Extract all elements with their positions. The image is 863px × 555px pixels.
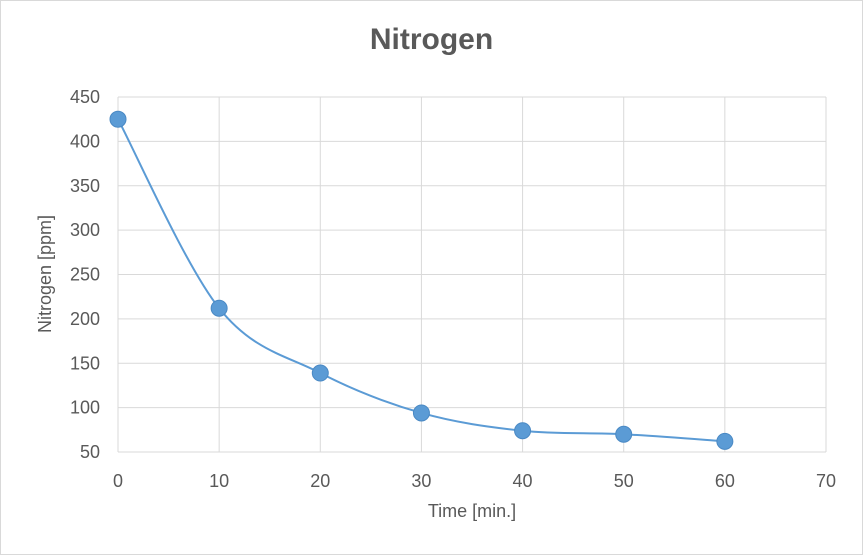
data-point [311, 364, 329, 382]
chart-title: Nitrogen [369, 23, 494, 56]
x-tick-label: 70 [816, 471, 836, 491]
data-points [109, 110, 734, 450]
y-tick-label: 450 [70, 87, 100, 107]
y-axis-title: Nitrogen [ppm] [35, 214, 55, 334]
x-tick-label: 0 [113, 471, 123, 491]
x-tick-label: 30 [411, 471, 431, 491]
x-tick-label: 50 [614, 471, 634, 491]
y-tick-label: 350 [70, 176, 100, 196]
data-point [109, 110, 127, 128]
y-tick-label: 100 [70, 398, 100, 418]
y-tick-label: 200 [70, 309, 100, 329]
data-point [716, 432, 734, 450]
y-tick-label: 250 [70, 265, 100, 285]
y-tick-label: 300 [70, 220, 100, 240]
data-point [210, 299, 228, 317]
data-point [412, 404, 430, 422]
y-tick-label: 150 [70, 353, 100, 373]
x-tick-label: 20 [310, 471, 330, 491]
x-axis-title: Time [min.] [427, 501, 517, 521]
x-tick-label: 60 [715, 471, 735, 491]
x-tick-label: 10 [209, 471, 229, 491]
y-tick-label: 50 [80, 442, 100, 462]
tick-labels: 50 100 150 200 250 300 350 400 450 0 10 20 30 40 50 60 7… [70, 87, 836, 491]
x-tick-label: 40 [513, 471, 533, 491]
data-point [514, 422, 532, 440]
gridlines [117, 96, 827, 453]
y-tick-label: 400 [70, 131, 100, 151]
data-point [615, 425, 633, 443]
